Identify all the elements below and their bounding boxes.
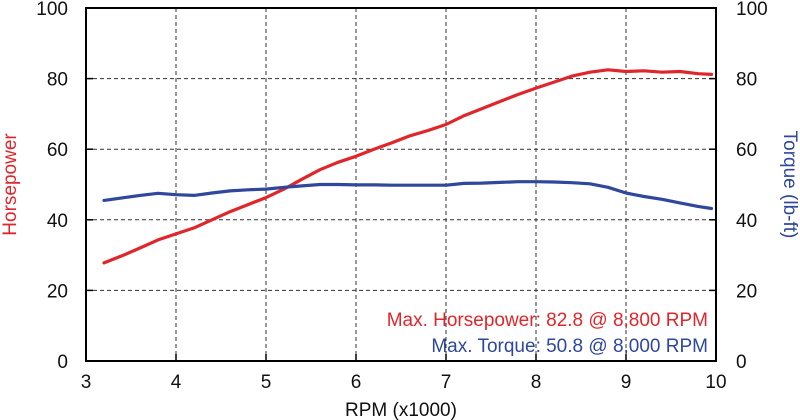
left-y-tick-labels: 0 20 40 60 80 100 [36,0,68,373]
right-tick-label: 40 [736,211,757,232]
right-tick-label: 60 [736,140,757,161]
max-horsepower-annotation: Max. Horsepower: 82.8 @ 8,800 RPM [387,310,708,331]
x-tick-label: 4 [171,372,182,393]
x-tick-label: 5 [261,372,272,393]
x-axis-title: RPM (x1000) [345,400,457,420]
right-y-tick-labels: 0 20 40 60 80 100 [736,0,768,373]
x-tick-label: 3 [81,372,92,393]
left-tick-label: 100 [36,0,68,20]
right-tick-label: 80 [736,70,757,91]
left-y-axis-title: Horsepower [0,133,21,236]
axes [85,7,717,362]
left-tick-label: 40 [47,211,68,232]
right-tick-label: 20 [736,281,757,302]
right-tick-label: 100 [736,0,768,20]
x-tick-labels: 3 4 5 6 7 8 9 10 [81,372,727,393]
x-tick-label: 7 [441,372,452,393]
x-tick-label: 6 [351,372,362,393]
left-tick-label: 60 [47,140,68,161]
horsepower-series-line [102,68,714,265]
right-tick-label: 0 [736,352,747,373]
torque-series-line [102,180,714,211]
right-y-axis-title: Torque (lb-ft) [779,131,800,239]
left-tick-label: 0 [57,352,68,373]
x-tick-label: 8 [531,372,542,393]
series-layer [102,68,714,265]
left-tick-label: 80 [47,70,68,91]
x-tick-label: 10 [705,372,726,393]
x-tick-label: 9 [621,372,632,393]
plot-frame [85,7,717,362]
grid [86,8,716,361]
max-torque-annotation: Max. Torque: 50.8 @ 8,000 RPM [431,336,708,357]
left-tick-label: 20 [47,281,68,302]
